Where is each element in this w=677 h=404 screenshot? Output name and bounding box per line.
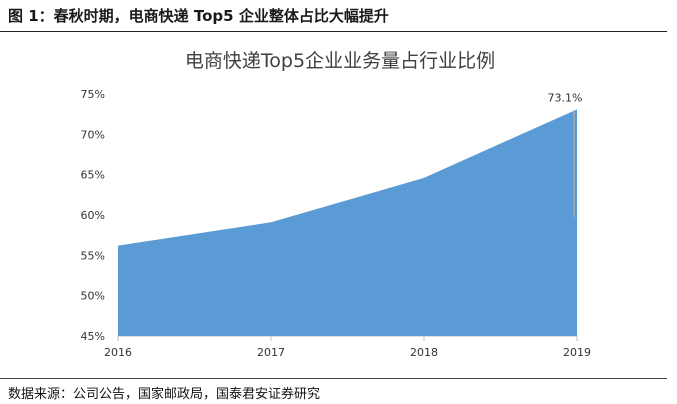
y-tick-label: 75% [81, 88, 105, 101]
source-note: 数据来源：公司公告，国家邮政局，国泰君安证券研究 [8, 387, 321, 402]
y-axis: 45% 50% 55% 60% 65% 70% 75% [81, 88, 105, 343]
area-chart: 电商快递Top5企业业务量占行业比例 45% 50% 55% 60% 65% 70% 75%… [81, 50, 591, 359]
y-tick-label: 45% [81, 330, 105, 343]
y-tick-label: 70% [81, 128, 105, 141]
area-series [118, 109, 577, 337]
x-tick-label: 2018 [410, 346, 438, 359]
x-axis: 2016 2017 2018 2019 [104, 335, 591, 359]
chart-title: 电商快递Top5企业业务量占行业比例 [185, 50, 495, 72]
figure-header: 图 1：春秋时期，电商快递 Top5 企业整体占比大幅提升 [0, 0, 677, 34]
data-label: 73.1% [548, 91, 583, 104]
plot-area: 73.1% [118, 91, 583, 337]
top-rule [0, 31, 667, 32]
x-tick-label: 2016 [104, 346, 132, 359]
y-tick-label: 55% [81, 249, 105, 262]
y-tick-label: 65% [81, 169, 105, 182]
y-tick-label: 60% [81, 209, 105, 222]
y-tick-label: 50% [81, 290, 105, 303]
x-tick-label: 2017 [257, 346, 285, 359]
figure-caption: 图 1：春秋时期，电商快递 Top5 企业整体占比大幅提升 [8, 7, 389, 25]
bottom-rule [0, 378, 667, 379]
x-tick-label: 2019 [563, 346, 591, 359]
